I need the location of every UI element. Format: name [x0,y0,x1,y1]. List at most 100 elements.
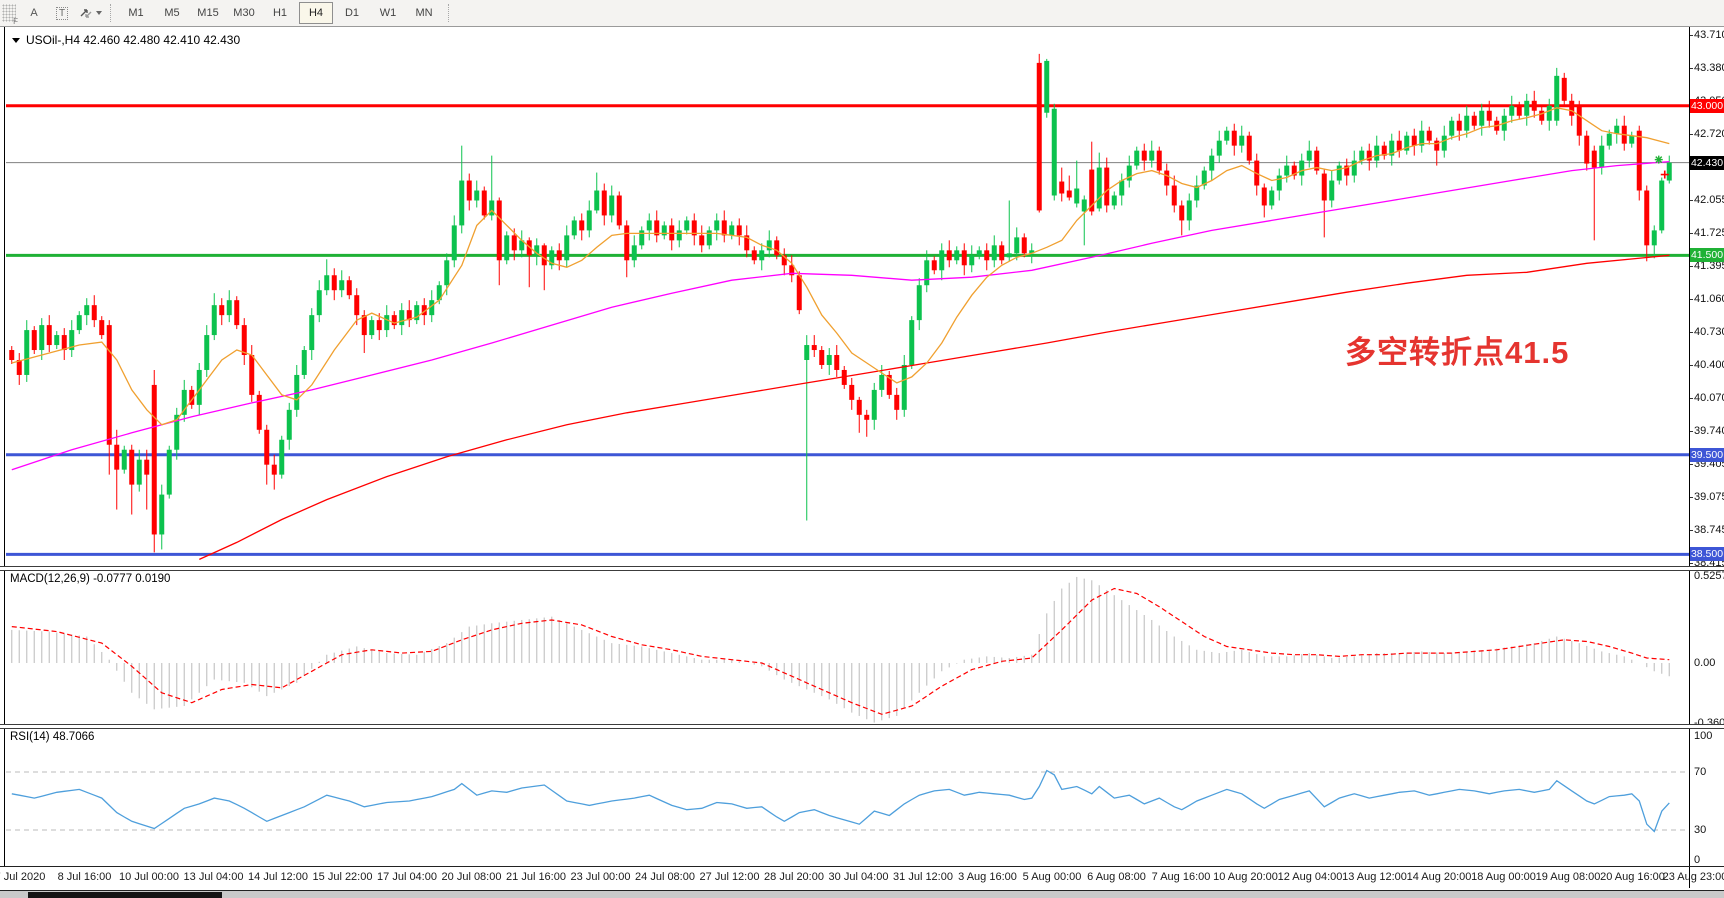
candle-body [781,255,787,266]
candle-body [384,315,390,331]
candle-body [129,449,135,485]
candle-body [219,305,225,316]
time-axis-label: 30 Jul 04:00 [828,871,889,883]
candle-body [136,459,142,485]
timeframe-button-h1[interactable]: H1 [272,7,288,19]
candle-body [331,275,337,291]
candle-body [1381,145,1387,156]
price-badge-42.430: 42.430 [1690,155,1724,170]
letter-a-icon: A [30,7,38,19]
candle-body [984,250,990,261]
panel-splitter-macd[interactable] [0,566,1724,571]
time-axis-label: 21 Jul 16:00 [506,871,566,883]
candle-body [1509,105,1515,116]
candle-body [946,250,952,261]
timeframe-button-d1[interactable]: D1 [344,7,360,19]
candle-body [301,350,307,375]
timeframe-button-m1[interactable]: M1 [128,7,144,19]
time-axis-label: 20 Jul 08:00 [441,871,502,883]
candle-body [324,275,330,291]
candle-body [241,325,247,356]
candle-body [1636,130,1642,191]
axis-tick [1689,67,1693,69]
toolbar-drag-handle-icon[interactable]: F [2,4,18,26]
chart-title: USOil-,H4 42.460 42.480 42.410 42.430 [12,33,240,47]
axis-tick [1689,430,1693,432]
candle-body [841,369,847,385]
candle-body [684,220,690,231]
candle-body [534,245,540,256]
candle-body [1096,167,1102,209]
candle-body [631,245,637,261]
price-tick-label: 38.745 [1694,523,1724,536]
candle-body [466,180,472,201]
candle-body [196,369,202,405]
timeframe-button-mn[interactable]: MN [415,7,433,19]
candle-body [211,305,217,336]
candle-body [106,325,112,445]
candle-body [676,230,682,241]
candle-body [646,220,652,231]
arrange-windows-button[interactable] [77,2,103,24]
candle-body [429,300,435,316]
candle-body [181,389,187,415]
candle-body [1119,180,1125,196]
chart-title-collapse-icon[interactable] [12,37,20,43]
axis-tick [1689,397,1693,399]
candle-body [1224,130,1230,141]
candle-body [1051,108,1057,196]
chart-canvas[interactable] [0,27,1724,898]
candle-body [804,345,810,360]
scrollbar-thumb[interactable] [28,892,222,898]
timeframe-button-m30[interactable]: M30 [233,7,255,19]
candle-body [1209,155,1215,171]
candle-body [1486,110,1492,121]
time-axis-label: 5 Aug 00:00 [1022,871,1082,883]
text-label-tool-button[interactable]: A [21,2,47,24]
candle-body [1479,110,1485,126]
text-box-icon: T [55,6,69,20]
candle-body [1374,145,1380,161]
timeframe-button-w1[interactable]: W1 [379,7,397,19]
candle-body [204,335,210,370]
candle-body [1104,167,1110,206]
candle-body [886,374,892,395]
timeframe-button-m5[interactable]: M5 [164,7,180,19]
candle-body [61,335,67,351]
candle-body [279,439,285,475]
candle-body [939,250,945,271]
price-tick-label: 40.400 [1694,358,1724,371]
timeframe-button-h4[interactable]: H4 [299,2,333,24]
candle-body [339,280,345,291]
ma-fast-line [11,107,1670,426]
candle-body [76,315,82,331]
candle-body [541,245,547,266]
time-axis-label: 13 Jul 04:00 [183,871,244,883]
candle-body [864,414,870,420]
candle-body [1299,160,1305,176]
candle-body [1269,190,1275,206]
candle-body [99,320,105,336]
rsi-tick-label: 70 [1694,766,1707,778]
candle-body [1584,135,1590,164]
candle-body [1164,170,1170,186]
candle-body [1591,150,1597,168]
candle-body [391,315,397,326]
candle-body [316,290,322,316]
time-axis-label: 7 Aug 16:00 [1151,871,1211,883]
candle-body [706,230,712,246]
candle-body [256,394,262,430]
timeframe-button-m15[interactable]: M15 [197,7,219,19]
candle-body [1561,77,1567,101]
price-tick-label: 42.720 [1694,127,1724,140]
price-badge-43.000: 43.000 [1690,98,1724,113]
text-box-tool-button[interactable]: T [49,2,75,24]
candle-body [1321,173,1327,201]
candle-body [624,225,630,261]
panel-splitter-rsi[interactable] [0,724,1724,729]
toolbar-separator [110,4,112,22]
axis-tick [1689,133,1693,135]
candle-body [1516,105,1522,116]
axis-tick [1689,199,1693,201]
time-axis-label: 27 Jul 12:00 [699,871,760,883]
